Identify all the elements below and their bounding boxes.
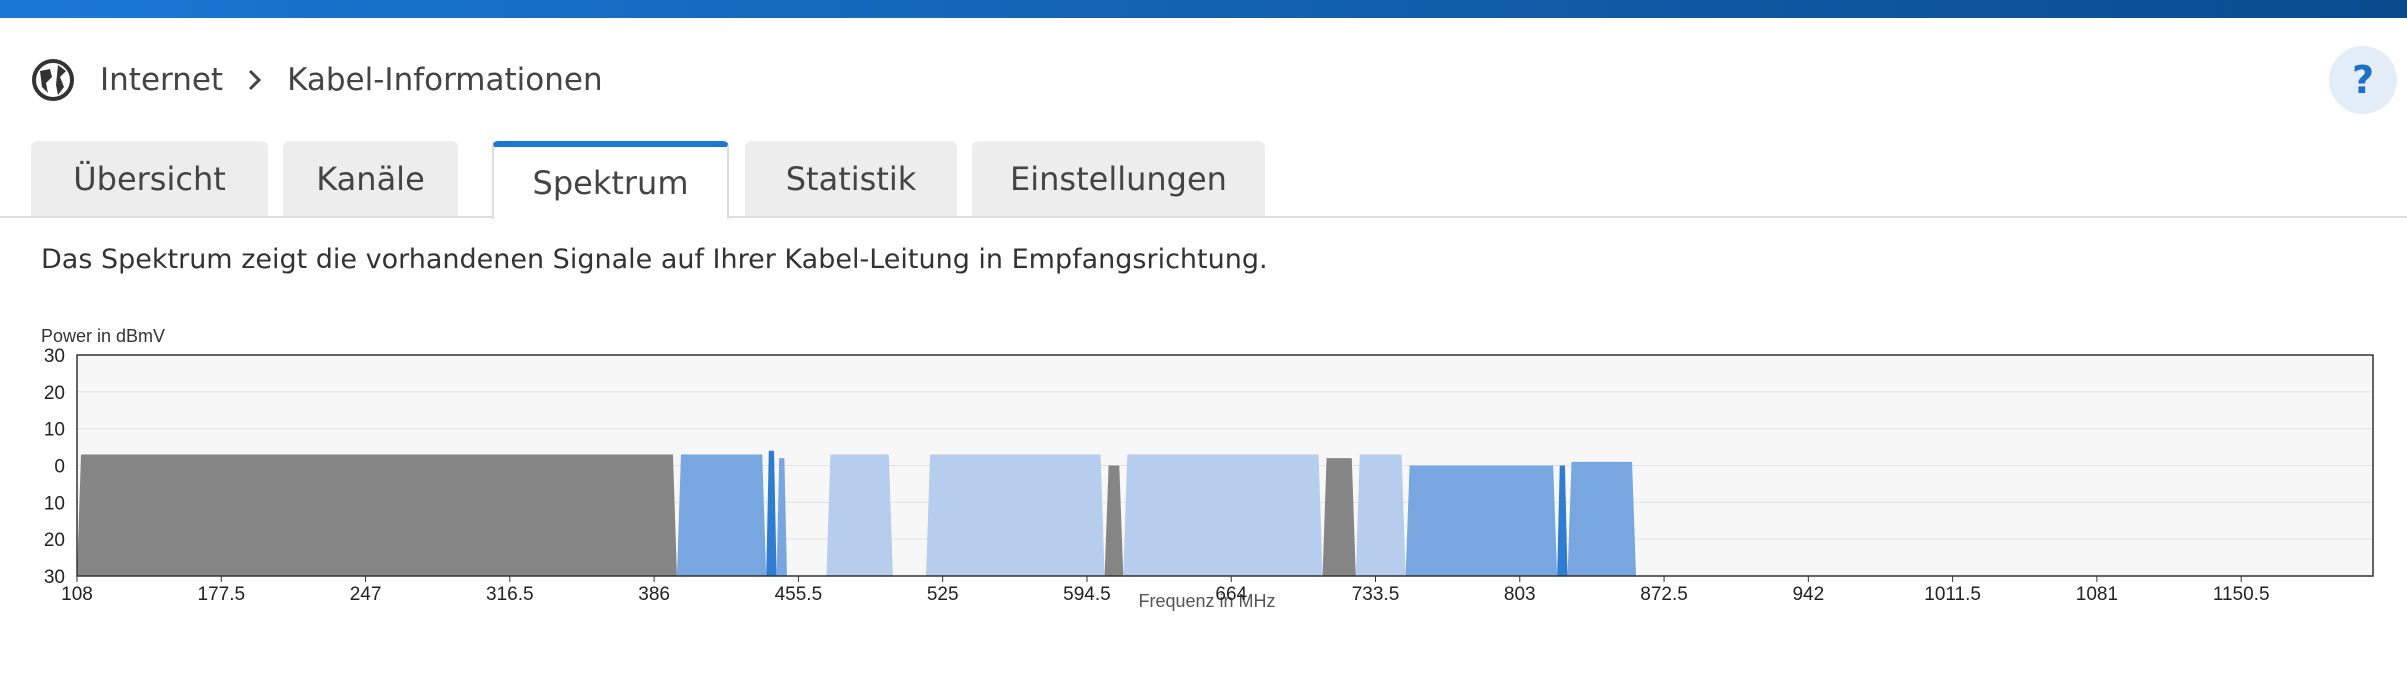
y-tick-label: 20 (44, 383, 65, 404)
x-tick-label: 108 (61, 584, 93, 605)
y-tick-label: 0 (54, 457, 65, 478)
y-axis-label: Power in dBmV (41, 326, 165, 346)
plot-frame (76, 354, 2374, 577)
top-bar (0, 0, 2407, 18)
x-tick-label: 177.5 (198, 584, 246, 605)
spectrum-band (766, 450, 777, 576)
spectrum-band (1405, 465, 1558, 576)
x-tick-label: 316.5 (486, 584, 534, 605)
spectrum-band (77, 454, 677, 576)
spectrum-band (926, 454, 1105, 576)
tab[interactable]: Statistik (745, 141, 957, 216)
x-tick-label: 872.5 (1640, 584, 1688, 605)
breadcrumb: Internet Kabel-Informationen (30, 56, 603, 104)
description: Das Spektrum zeigt die vorhandenen Signa… (41, 244, 1268, 275)
spectrum-band (1567, 461, 1637, 576)
x-tick-label: 386 (638, 584, 670, 605)
y-tick-label: 20 (44, 530, 65, 551)
spectrum-band (826, 454, 893, 576)
spectrum-band (1355, 454, 1406, 576)
x-tick-label: 247 (350, 584, 382, 605)
x-tick-label: 1011.5 (1924, 584, 1981, 605)
x-tick-label: 733.5 (1352, 584, 1400, 605)
chevron (249, 69, 262, 91)
spectrum-band (1322, 458, 1356, 576)
tab[interactable]: Einstellungen (972, 141, 1265, 216)
spectrum-band (1123, 454, 1323, 576)
spectrum-band (1557, 465, 1568, 576)
globe-icon (32, 59, 74, 101)
x-tick-label: 803 (1504, 584, 1536, 605)
x-tick-label: 942 (1792, 584, 1824, 605)
x-tick-label: 594.5 (1063, 584, 1111, 605)
spectrum-band (676, 454, 767, 576)
tab-bar: Übersicht Kanäle Spektrum Statistik Einstell… (0, 141, 2407, 219)
spectrum-band (776, 458, 787, 576)
spectrum-band (1104, 465, 1124, 576)
breadcrumb-item: Kabel-Informationen (287, 62, 603, 98)
x-tick-label: 1081 (2076, 584, 2118, 605)
chart: Power in dBmV Frequenz in MHz 30 20 10 0 10 2… (41, 326, 2374, 611)
help-button[interactable]: ? (2329, 46, 2397, 114)
breadcrumb-item[interactable]: Internet (100, 62, 224, 98)
y-tick-label: 30 (44, 346, 65, 367)
x-tick-label: 1150.5 (2213, 584, 2270, 605)
y-tick-label: 10 (44, 493, 65, 514)
tab[interactable]: Übersicht (31, 141, 268, 216)
x-tick-label: 664 (1215, 584, 1247, 605)
x-tick-label: 455.5 (775, 584, 823, 605)
tab[interactable]: Kanäle (283, 141, 458, 216)
x-axis-label: Frequenz in MHz (1138, 591, 1275, 611)
y-tick-label: 10 (44, 420, 65, 441)
tab[interactable]: Spektrum (492, 141, 729, 219)
y-tick-label: 30 (44, 567, 65, 588)
x-tick-label: 525 (927, 584, 959, 605)
